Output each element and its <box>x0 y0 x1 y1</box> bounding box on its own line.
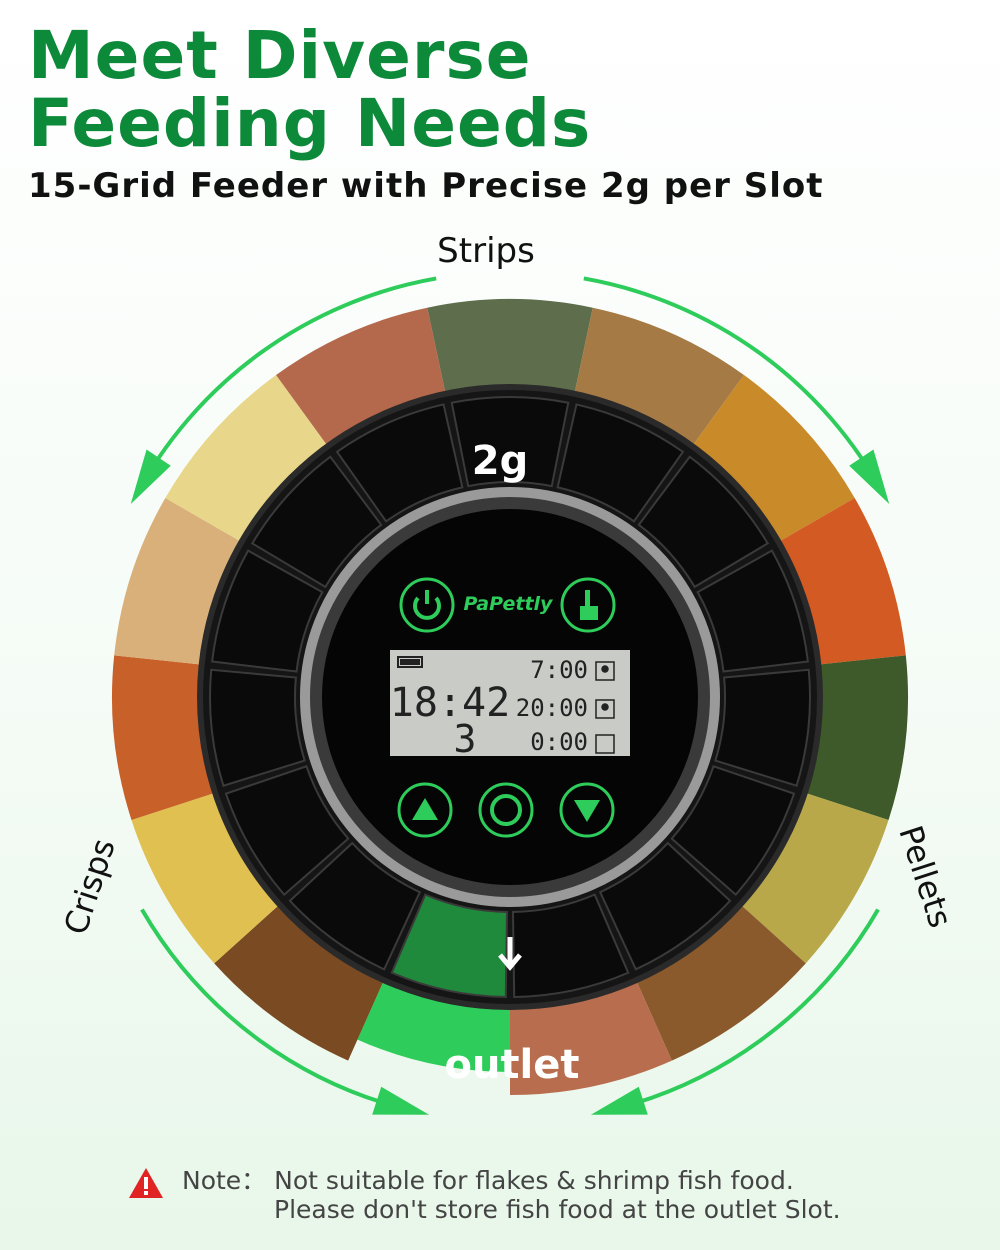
dial-slot <box>450 396 570 488</box>
schedule-checkbox <box>595 699 615 719</box>
arc-arrow <box>140 908 423 1115</box>
brand-logo: PaPettly <box>464 593 555 615</box>
subtitle: 15-Grid Feeder with Precise 2g per Slot <box>28 166 824 206</box>
dial-slot <box>598 841 732 971</box>
dial-slot <box>224 765 350 897</box>
settings-button[interactable] <box>478 782 534 838</box>
dial-slot <box>209 668 306 787</box>
arrowhead-icon <box>849 449 890 505</box>
direction-arrows <box>130 276 890 1115</box>
headline: Meet Diverse Feeding Needs <box>28 22 591 158</box>
schedule-enabled-dot <box>601 703 609 711</box>
dial-slot <box>250 455 383 589</box>
dial-slot <box>714 668 811 787</box>
dial-slot <box>696 549 810 673</box>
strips-label: Strips <box>437 231 535 271</box>
down-button[interactable] <box>559 782 615 838</box>
pellets-label: Pellets <box>891 821 959 932</box>
dial-slot <box>670 765 796 897</box>
arrowhead-icon <box>372 1086 430 1115</box>
crisps-label: Crisps <box>56 834 122 939</box>
food-segment <box>674 375 855 557</box>
settings-gear-icon <box>490 794 522 826</box>
warning-icon <box>129 1168 163 1198</box>
lcd-screen <box>390 650 630 756</box>
lcd-clock: 18:42 <box>390 680 510 726</box>
schedule-3: 0:00 <box>530 728 588 756</box>
manual-feed-button[interactable] <box>560 577 616 633</box>
note-label: Note： <box>182 1166 267 1195</box>
slot-weight-label: 2g <box>472 438 528 484</box>
schedule-checkbox <box>595 734 615 754</box>
up-button[interactable] <box>397 782 453 838</box>
dial-slot <box>511 893 630 998</box>
dial-slot <box>556 403 685 523</box>
arrow-down-icon <box>498 937 522 971</box>
schedule-2: 20:00 <box>516 694 588 722</box>
power-icon <box>413 590 441 620</box>
manual-feed-icon <box>580 590 598 620</box>
arrowhead-icon <box>590 1086 648 1115</box>
arc-arrow <box>132 276 437 499</box>
note-line2: Please don't store fish food at the outl… <box>274 1195 841 1224</box>
headline-line1: Meet Diverse <box>28 17 532 94</box>
battery-icon <box>397 656 423 668</box>
food-ring <box>112 299 908 1095</box>
note: Note： Not suitable for flakes & shrimp f… <box>128 1166 841 1224</box>
dial-slot <box>288 841 422 971</box>
power-button[interactable] <box>399 577 455 633</box>
dial-slots <box>209 396 811 998</box>
lcd-day-count: 3 <box>454 717 477 761</box>
up-icon <box>412 798 438 820</box>
down-icon <box>574 800 600 822</box>
schedule-enabled-dot <box>601 665 609 673</box>
headline-line2: Feeding Needs <box>28 85 592 162</box>
dial-slot <box>637 455 770 589</box>
schedule-checkbox <box>595 661 615 681</box>
food-segment <box>165 375 346 557</box>
note-line1: Not suitable for flakes & shrimp fish fo… <box>274 1166 794 1195</box>
dial-slot <box>210 549 324 673</box>
dial-slot <box>335 403 464 523</box>
arrowhead-icon <box>130 449 171 505</box>
arc-arrow <box>583 276 888 499</box>
outlet-slot <box>390 893 509 998</box>
arc-arrow <box>597 908 880 1115</box>
schedule-1: 7:00 <box>530 656 588 684</box>
outlet-label: outlet <box>444 1042 579 1088</box>
